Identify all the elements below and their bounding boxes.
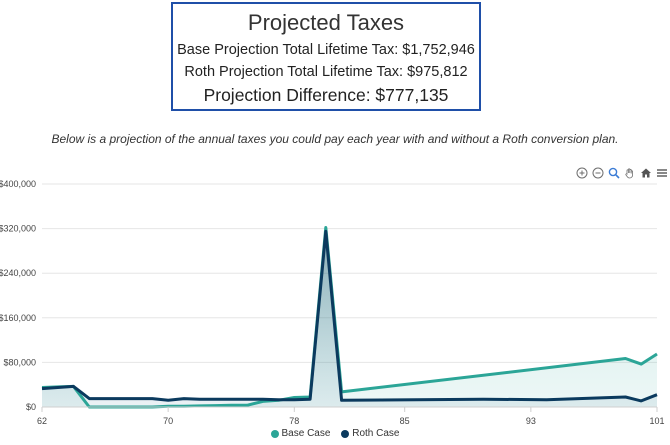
- menu-hamburger-icon[interactable]: [655, 167, 668, 180]
- reset-home-icon[interactable]: [639, 167, 652, 180]
- projection-difference: Projection Difference: $777,135: [203, 85, 449, 105]
- y-tick-label: $320,000: [0, 224, 36, 234]
- y-tick-label: $0: [26, 402, 36, 412]
- x-tick-label: 70: [163, 416, 173, 426]
- y-tick-label: $160,000: [0, 313, 36, 323]
- pan-hand-icon[interactable]: [623, 167, 636, 180]
- legend-label-roth: Roth Case: [352, 428, 400, 439]
- x-tick-label: 85: [400, 416, 410, 426]
- y-tick-label: $80,000: [3, 357, 36, 367]
- legend-item-roth-case[interactable]: Roth Case: [341, 428, 399, 439]
- chart-description: Below is a projection of the annual taxe…: [51, 132, 619, 146]
- x-tick-label: 101: [649, 416, 664, 426]
- x-tick-label: 78: [289, 416, 299, 426]
- roth-total-tax: Roth Projection Total Lifetime Tax: $975…: [184, 64, 468, 80]
- x-tick-label: 62: [37, 416, 47, 426]
- legend-label-base: Base Case: [281, 428, 331, 439]
- series-area-base-case: [42, 227, 657, 407]
- legend-item-base-case[interactable]: Base Case: [270, 428, 331, 439]
- zoom-select-icon[interactable]: [607, 167, 620, 180]
- tax-projection-chart: $0 $80,000 $160,000 $240,000 $320,000 $400,00…: [0, 179, 665, 426]
- tax-summary-box: Projected Taxes Base Projection Total Li…: [171, 2, 481, 111]
- legend-marker-base: [270, 429, 279, 438]
- zoom-in-icon[interactable]: [575, 167, 588, 180]
- y-tick-label: $400,000: [0, 179, 36, 189]
- zoom-out-icon[interactable]: [591, 167, 604, 180]
- x-tick-label: 93: [526, 416, 536, 426]
- chart-legend: Base Case Roth Case: [0, 428, 670, 441]
- base-total-tax: Base Projection Total Lifetime Tax: $1,7…: [177, 42, 475, 58]
- summary-title: Projected Taxes: [247, 10, 405, 35]
- chart-toolbar: [575, 166, 668, 180]
- series-line-roth-case[interactable]: [41, 229, 658, 403]
- legend-marker-roth: [341, 429, 350, 438]
- y-tick-label: $240,000: [0, 268, 36, 278]
